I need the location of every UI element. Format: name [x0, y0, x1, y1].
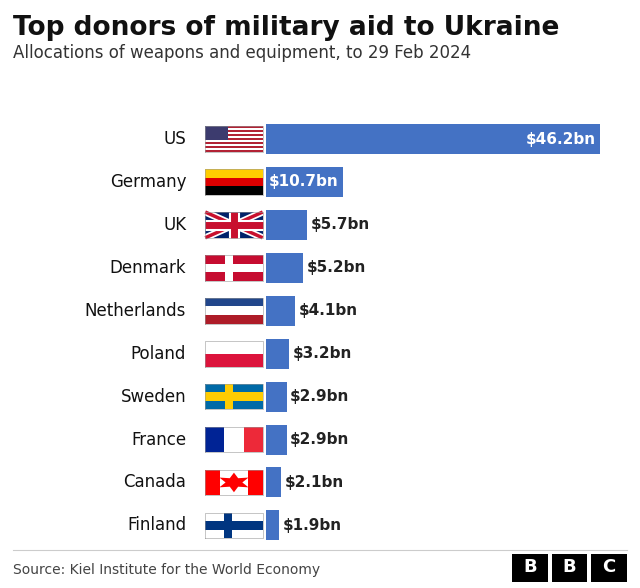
- Bar: [266, 296, 295, 326]
- Text: Source: Kiel Institute for the World Economy: Source: Kiel Institute for the World Eco…: [13, 563, 320, 577]
- Polygon shape: [220, 473, 248, 492]
- Bar: [266, 167, 343, 197]
- Bar: [266, 253, 303, 283]
- Bar: [266, 510, 279, 540]
- Text: Finland: Finland: [127, 516, 186, 534]
- Text: US: US: [163, 130, 186, 148]
- Text: Sweden: Sweden: [120, 387, 186, 406]
- Bar: [266, 425, 287, 455]
- Text: Netherlands: Netherlands: [85, 302, 186, 320]
- Text: Denmark: Denmark: [109, 259, 186, 277]
- Text: $5.7bn: $5.7bn: [310, 218, 370, 232]
- Text: $46.2bn: $46.2bn: [525, 132, 595, 146]
- Text: Germany: Germany: [109, 173, 186, 191]
- Text: Canada: Canada: [124, 473, 186, 492]
- Text: France: France: [131, 430, 186, 449]
- Text: UK: UK: [163, 216, 186, 234]
- Text: Allocations of weapons and equipment, to 29 Feb 2024: Allocations of weapons and equipment, to…: [13, 44, 471, 62]
- Text: Top donors of military aid to Ukraine: Top donors of military aid to Ukraine: [13, 15, 559, 41]
- Text: $1.9bn: $1.9bn: [283, 518, 342, 533]
- Text: $2.9bn: $2.9bn: [290, 432, 349, 447]
- Bar: [266, 467, 281, 497]
- Bar: [266, 124, 600, 154]
- Bar: [266, 382, 287, 412]
- Text: $3.2bn: $3.2bn: [292, 346, 352, 361]
- Text: B: B: [523, 559, 536, 576]
- FancyBboxPatch shape: [512, 554, 548, 582]
- Text: B: B: [563, 559, 576, 576]
- FancyBboxPatch shape: [591, 554, 627, 582]
- FancyBboxPatch shape: [552, 554, 587, 582]
- Text: C: C: [602, 559, 616, 576]
- Bar: [266, 210, 307, 240]
- Text: $5.2bn: $5.2bn: [307, 260, 366, 275]
- Text: $2.9bn: $2.9bn: [290, 389, 349, 404]
- Text: $4.1bn: $4.1bn: [299, 303, 358, 318]
- Text: Poland: Poland: [131, 345, 186, 363]
- Text: $2.1bn: $2.1bn: [284, 475, 344, 490]
- Text: $10.7bn: $10.7bn: [269, 175, 339, 189]
- Bar: [266, 339, 289, 369]
